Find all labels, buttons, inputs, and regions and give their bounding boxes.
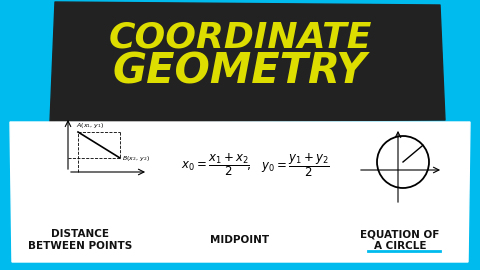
Polygon shape bbox=[10, 122, 470, 262]
Polygon shape bbox=[50, 2, 445, 122]
Text: DISTANCE
BETWEEN POINTS: DISTANCE BETWEEN POINTS bbox=[28, 229, 132, 251]
Text: COORDINATE: COORDINATE bbox=[108, 21, 372, 55]
Text: GEOMETRY: GEOMETRY bbox=[113, 51, 367, 93]
Text: $x_0 = \dfrac{x_1+x_2}{2}$: $x_0 = \dfrac{x_1+x_2}{2}$ bbox=[180, 152, 250, 178]
Text: MIDPOINT: MIDPOINT bbox=[210, 235, 270, 245]
Text: $B(x_2,\, y_2)$: $B(x_2,\, y_2)$ bbox=[122, 154, 150, 163]
Text: $A(x_1,\, y_1)$: $A(x_1,\, y_1)$ bbox=[76, 121, 104, 130]
Text: $,\;$: $,\;$ bbox=[246, 158, 251, 171]
Text: EQUATION OF
A CIRCLE: EQUATION OF A CIRCLE bbox=[360, 229, 440, 251]
Text: $y_0 = \dfrac{y_1+y_2}{2}$: $y_0 = \dfrac{y_1+y_2}{2}$ bbox=[261, 151, 329, 179]
